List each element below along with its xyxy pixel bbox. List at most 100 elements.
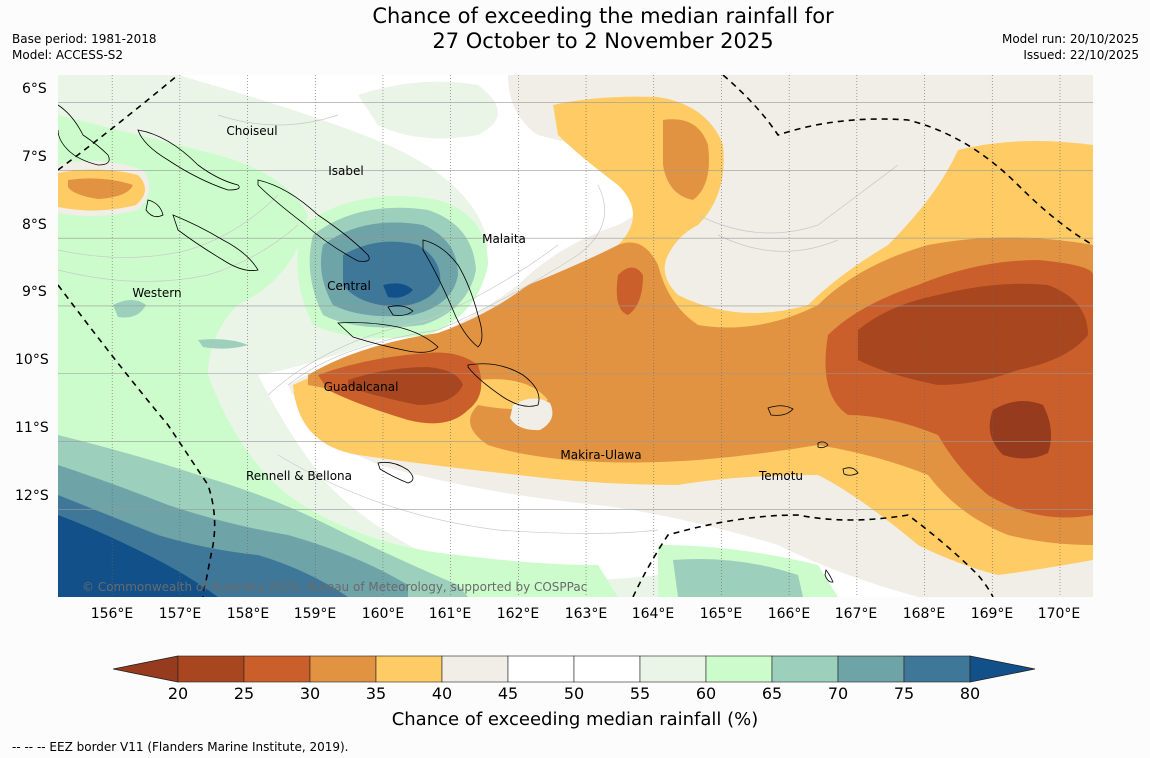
rainfall-map <box>58 75 1093 597</box>
lon-label-168e: 168°E <box>902 606 946 622</box>
lon-label-163e: 163°E <box>564 606 608 622</box>
map-panel: Choiseul Isabel Malaita Western Central … <box>58 75 1093 597</box>
lon-label-169e: 169°E <box>970 606 1014 622</box>
cb-tick-70: 70 <box>827 684 849 703</box>
cb-tick-60: 60 <box>695 684 717 703</box>
band-white-hole <box>510 398 553 431</box>
eez-footer-note: -- -- -- EEZ border V11 (Flanders Marine… <box>12 740 349 754</box>
band-75-80-central <box>343 241 441 307</box>
colorbar-segment-50 <box>573 655 641 683</box>
island-florida <box>387 305 414 316</box>
cb-tick-75: 75 <box>893 684 915 703</box>
colorbar-segment-75 <box>903 655 971 683</box>
lon-label-165e: 165°E <box>699 606 743 622</box>
cb-tick-20: 20 <box>167 684 189 703</box>
island-vanikoro <box>817 441 829 449</box>
colorbar-segment-25 <box>243 655 311 683</box>
lon-label-157e: 157°E <box>158 606 202 622</box>
title-line-2: 27 October to 2 November 2025 <box>432 29 774 53</box>
base-period: Base period: 1981-2018 <box>12 32 157 46</box>
cb-tick-50: 50 <box>563 684 585 703</box>
band-30-35 <box>663 119 709 200</box>
model-name: Model: ACCESS-S2 <box>12 48 124 62</box>
lat-label-6s: 6°S <box>22 81 47 97</box>
island-malaita <box>422 239 483 348</box>
contour-lines <box>58 114 899 534</box>
band-65-70-se <box>673 559 803 597</box>
band-under-20 <box>989 401 1052 459</box>
lon-label-160e: 160°E <box>361 606 405 622</box>
colorbar-over-triangle <box>969 655 1036 683</box>
island-utupua <box>842 467 859 476</box>
title-line-1: Chance of exceeding the median rainfall … <box>372 4 834 28</box>
cb-tick-35: 35 <box>365 684 387 703</box>
colorbar-segment-70 <box>837 655 905 683</box>
island-rotuma-area <box>824 569 834 583</box>
island-choiseul <box>137 129 240 191</box>
cb-tick-80: 80 <box>959 684 981 703</box>
label-temotu: Temotu <box>758 469 804 483</box>
colorbar-under-triangle <box>113 655 179 683</box>
lat-label-7s: 7°S <box>22 149 47 165</box>
colorbar-segment-55 <box>639 655 707 683</box>
band-20-25-guad <box>348 367 463 405</box>
meta-right: Model run: 20/10/2025 Issued: 22/10/2025 <box>1002 31 1139 63</box>
island-vella-lavella <box>145 199 164 218</box>
island-new-georgia <box>172 214 259 271</box>
coastlines <box>58 104 859 583</box>
lon-label-164e: 164°E <box>631 606 675 622</box>
copyright-note: © Commonwealth of Australia 2025, Bureau… <box>82 580 588 594</box>
lat-label-12s: 12°S <box>15 488 49 504</box>
island-makira <box>467 363 540 407</box>
cb-tick-55: 55 <box>629 684 651 703</box>
label-makira-ulawa: Makira-Ulawa <box>560 448 642 462</box>
colorbar <box>113 655 1036 683</box>
band-over-80 <box>58 515 218 597</box>
model-run: Model run: 20/10/2025 <box>1001 32 1139 46</box>
label-malaita: Malaita <box>482 232 526 246</box>
lat-label-10s: 10°S <box>15 352 49 368</box>
band-20-25-east <box>858 283 1088 385</box>
chart-title: Chance of exceeding the median rainfall … <box>0 4 1150 54</box>
lon-label-159e: 159°E <box>293 606 337 622</box>
band-30-35-west <box>68 178 133 199</box>
lat-label-8s: 8°S <box>22 217 47 233</box>
band-55-60-top <box>358 81 498 139</box>
eez-borders <box>58 75 1093 597</box>
lon-label-167e: 167°E <box>834 606 878 622</box>
colorbar-segment-60 <box>705 655 773 683</box>
cb-tick-65: 65 <box>761 684 783 703</box>
colorbar-label: Chance of exceeding median rainfall (%) <box>391 709 759 730</box>
band-65-70-sw <box>198 339 248 349</box>
island-isabel <box>257 179 370 262</box>
lon-label-170e: 170°E <box>1037 606 1081 622</box>
lat-label-11s: 11°S <box>15 420 49 436</box>
colorbar-segment-35 <box>375 655 443 683</box>
colorbar-segment-40 <box>441 655 509 683</box>
band-over-80-central <box>383 283 413 298</box>
cb-tick-40: 40 <box>431 684 453 703</box>
label-isabel: Isabel <box>328 164 364 178</box>
lon-label-161e: 161°E <box>428 606 472 622</box>
label-guadalcanal: Guadalcanal <box>323 380 399 394</box>
colorbar-segment-20 <box>177 655 245 683</box>
colorbar-segment-45 <box>507 655 575 683</box>
lon-label-156e: 156°E <box>90 606 134 622</box>
label-central: Central <box>327 279 371 293</box>
island-guadalcanal <box>337 322 439 353</box>
island-bougainville <box>58 104 110 166</box>
label-rennell-bellona: Rennell & Bellona <box>245 469 353 483</box>
lat-label-9s: 9°S <box>22 284 47 300</box>
colorbar-segment-30 <box>309 655 377 683</box>
label-choiseul: Choiseul <box>226 124 278 138</box>
cb-tick-30: 30 <box>299 684 321 703</box>
issued-date: Issued: 22/10/2025 <box>1023 48 1139 62</box>
colorbar-segment-65 <box>771 655 839 683</box>
band-65-70-west <box>113 300 146 318</box>
cb-tick-45: 45 <box>497 684 519 703</box>
meta-left: Base period: 1981-2018 Model: ACCESS-S2 <box>12 31 157 63</box>
lon-label-162e: 162°E <box>496 606 540 622</box>
gridlines <box>58 75 1093 597</box>
lon-label-166e: 166°E <box>767 606 811 622</box>
island-santa-cruz <box>767 405 794 416</box>
